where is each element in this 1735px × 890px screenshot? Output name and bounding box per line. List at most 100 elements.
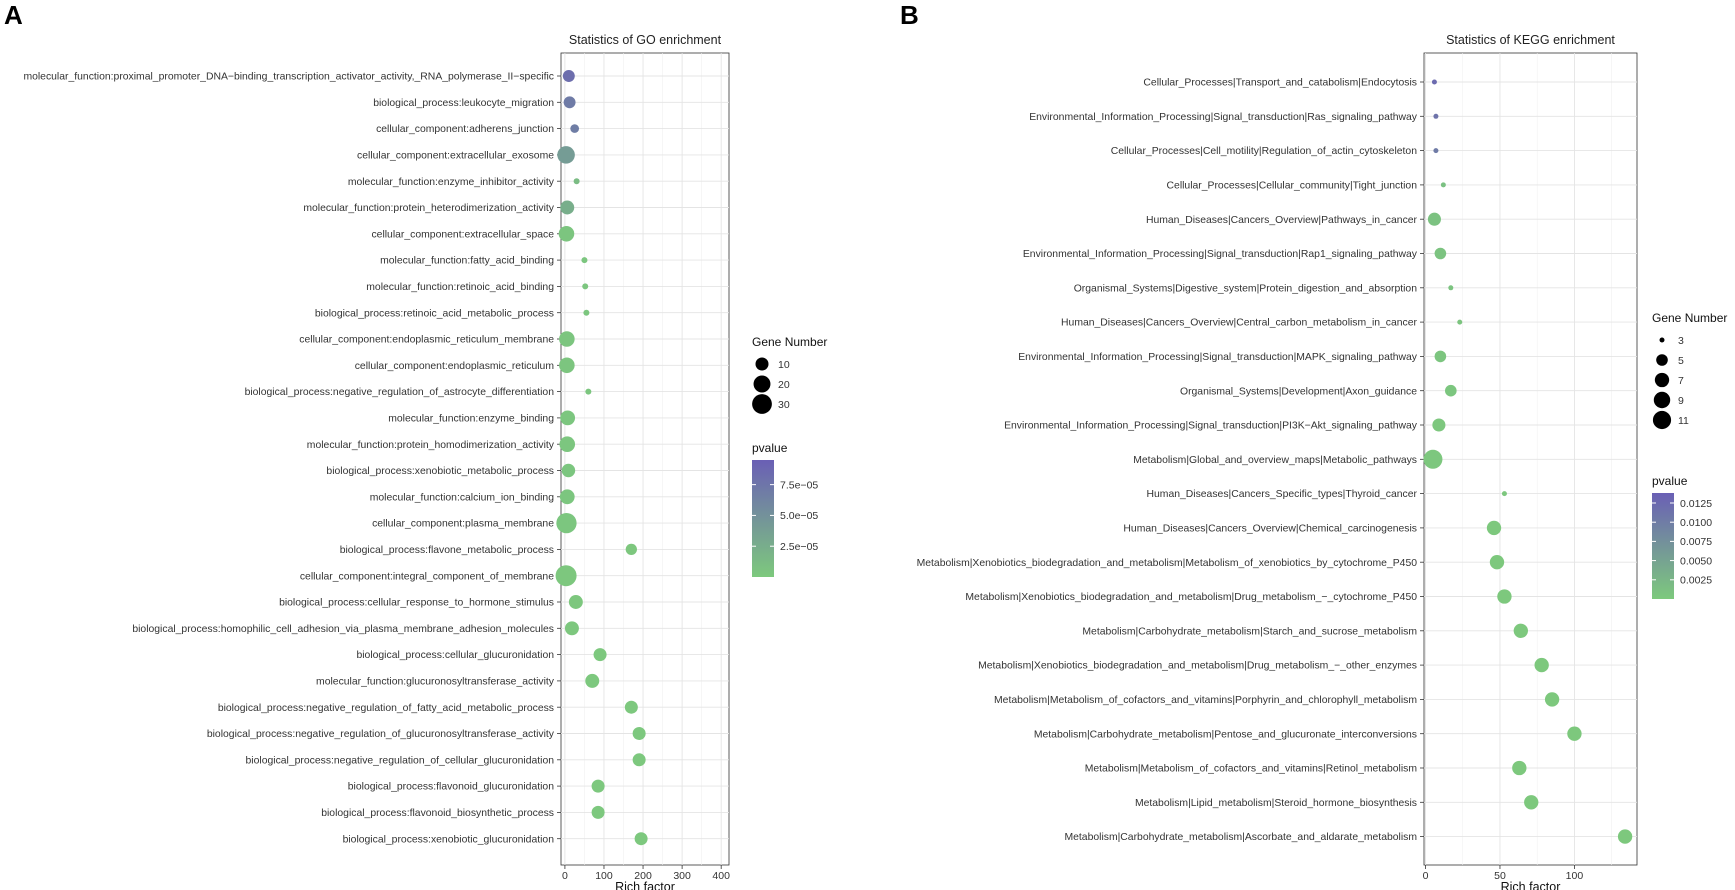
x-axis-label: Rich factor: [1501, 880, 1561, 890]
x-tick-label: 100: [1566, 870, 1584, 882]
y-tick-label: biological_process:negative_regulation_o…: [246, 755, 555, 766]
data-point: [1567, 726, 1582, 741]
size-legend-key: [1654, 372, 1670, 388]
data-point: [634, 832, 648, 846]
data-point: [583, 309, 590, 316]
size-legend-label: 3: [1678, 335, 1684, 347]
data-point: [591, 779, 605, 793]
data-point: [632, 753, 646, 767]
size-legend-title: Gene Number: [1652, 311, 1727, 325]
y-tick-label: Human_Diseases|Cancers_Overview|Central_…: [1061, 318, 1418, 329]
y-tick-label: biological_process:xenobiotic_metabolic_…: [326, 466, 554, 477]
x-tick-label: 0: [1423, 870, 1429, 882]
y-tick-label: Metabolism|Carbohydrate_metabolism|Starc…: [1082, 626, 1417, 637]
y-tick-label: Human_Diseases|Cancers_Specific_types|Th…: [1147, 489, 1418, 500]
data-point: [563, 96, 576, 109]
size-legend-key: [753, 375, 771, 393]
data-point: [1427, 212, 1441, 226]
size-legend-title: Gene Number: [752, 335, 827, 349]
y-tick-label: molecular_function:calcium_ion_binding: [370, 492, 554, 503]
size-legend-label: 9: [1678, 395, 1684, 407]
data-point: [591, 805, 605, 819]
y-tick-label: Human_Diseases|Cancers_Overview|Chemical…: [1123, 524, 1417, 535]
y-tick-label: Organismal_Systems|Development|Axon_guid…: [1180, 386, 1417, 397]
color-legend-bar: [1652, 493, 1674, 599]
color-legend-label: 5.0e−05: [780, 510, 818, 522]
color-legend-label: 0.0025: [1680, 575, 1712, 587]
data-point: [1448, 285, 1454, 291]
color-legend-title: pvalue: [1652, 474, 1688, 488]
data-point: [1432, 418, 1446, 432]
y-tick-label: Metabolism|Global_and_overview_maps|Meta…: [1133, 455, 1417, 466]
y-tick-label: Cellular_Processes|Transport_and_catabol…: [1143, 78, 1417, 89]
chart-title: Statistics of GO enrichment: [569, 33, 722, 47]
size-legend-key: [1656, 354, 1668, 366]
data-point: [1534, 657, 1549, 673]
y-tick-label: Metabolism|Metabolism_of_cofactors_and_v…: [994, 695, 1417, 706]
data-point: [1433, 113, 1439, 119]
panel-label-b: B: [900, 0, 919, 30]
x-tick-label: 300: [673, 870, 691, 882]
y-tick-label: Organismal_Systems|Digestive_system|Prot…: [1074, 283, 1417, 294]
y-tick-label: biological_process:homophilic_cell_adhes…: [132, 624, 554, 635]
data-point: [1617, 829, 1633, 844]
data-point: [556, 512, 577, 534]
size-legend-key: [755, 357, 769, 371]
data-point: [1433, 148, 1439, 154]
y-tick-label: Metabolism|Xenobiotics_biodegradation_an…: [917, 558, 1418, 569]
y-tick-label: cellular_component:endoplasmic_reticulum: [355, 361, 554, 372]
y-tick-label: cellular_component:extracellular_exosome: [357, 151, 554, 162]
data-point: [1497, 589, 1512, 604]
x-tick-label: 100: [595, 870, 613, 882]
color-legend-bar: [752, 460, 774, 577]
y-tick-label: biological_process:flavonoid_biosyntheti…: [321, 808, 554, 819]
panel-label-a: A: [4, 0, 23, 30]
size-legend-label: 7: [1678, 375, 1684, 387]
data-point: [1457, 319, 1463, 325]
y-tick-label: Environmental_Information_Processing|Sig…: [1004, 421, 1418, 432]
data-point: [1440, 182, 1446, 188]
data-point: [1489, 555, 1505, 570]
y-tick-label: cellular_component:adherens_junction: [376, 124, 554, 135]
y-tick-label: biological_process:xenobiotic_glucuronid…: [343, 834, 555, 845]
y-tick-label: molecular_function:protein_heterodimeriz…: [303, 203, 554, 214]
data-point: [585, 388, 592, 395]
y-tick-label: biological_process:cellular_response_to_…: [279, 598, 554, 609]
size-legend-label: 10: [778, 359, 790, 371]
data-point: [560, 410, 576, 426]
x-tick-label: 200: [634, 870, 652, 882]
y-tick-label: molecular_function:fatty_acid_binding: [380, 256, 554, 267]
y-tick-label: Cellular_Processes|Cell_motility|Regulat…: [1111, 146, 1418, 157]
data-point: [1434, 350, 1447, 363]
y-tick-label: cellular_component:endoplasmic_reticulum…: [299, 335, 554, 346]
y-tick-label: Metabolism|Xenobiotics_biodegradation_an…: [978, 661, 1417, 672]
data-point: [555, 565, 577, 587]
data-point: [1431, 79, 1437, 85]
y-tick-label: Human_Diseases|Cancers_Overview|Pathways…: [1146, 215, 1418, 226]
y-tick-label: biological_process:leukocyte_migration: [373, 98, 554, 109]
data-point: [1544, 692, 1560, 707]
size-legend-label: 20: [778, 379, 790, 391]
data-point: [1501, 491, 1507, 497]
data-point: [632, 726, 646, 741]
data-point: [559, 436, 576, 452]
y-tick-label: Metabolism|Lipid_metabolism|Steroid_horm…: [1135, 798, 1417, 809]
size-legend-label: 5: [1678, 355, 1684, 367]
y-tick-label: biological_process:flavonoid_glucuronida…: [348, 782, 554, 793]
y-tick-label: Cellular_Processes|Cellular_community|Ti…: [1167, 181, 1418, 192]
y-tick-label: molecular_function:proximal_promoter_DNA…: [23, 72, 554, 83]
y-tick-label: Environmental_Information_Processing|Sig…: [1018, 352, 1418, 363]
size-legend-label: 11: [1678, 415, 1689, 427]
color-legend-label: 7.5e−05: [780, 479, 818, 491]
go-enrichment-chart: Statistics of GO enrichment molecular_fun…: [23, 33, 827, 890]
data-point: [1423, 449, 1443, 469]
y-tick-label: Metabolism|Carbohydrate_metabolism|Pento…: [1034, 729, 1417, 740]
y-tick-label: molecular_function:enzyme_inhibitor_acti…: [348, 177, 555, 188]
y-tick-label: molecular_function:glucuronosyltransfera…: [316, 677, 555, 688]
data-point: [559, 331, 575, 347]
data-point: [581, 257, 588, 264]
data-point: [573, 178, 580, 185]
y-tick-label: Metabolism|Metabolism_of_cofactors_and_v…: [1085, 764, 1417, 775]
data-point: [593, 648, 607, 662]
